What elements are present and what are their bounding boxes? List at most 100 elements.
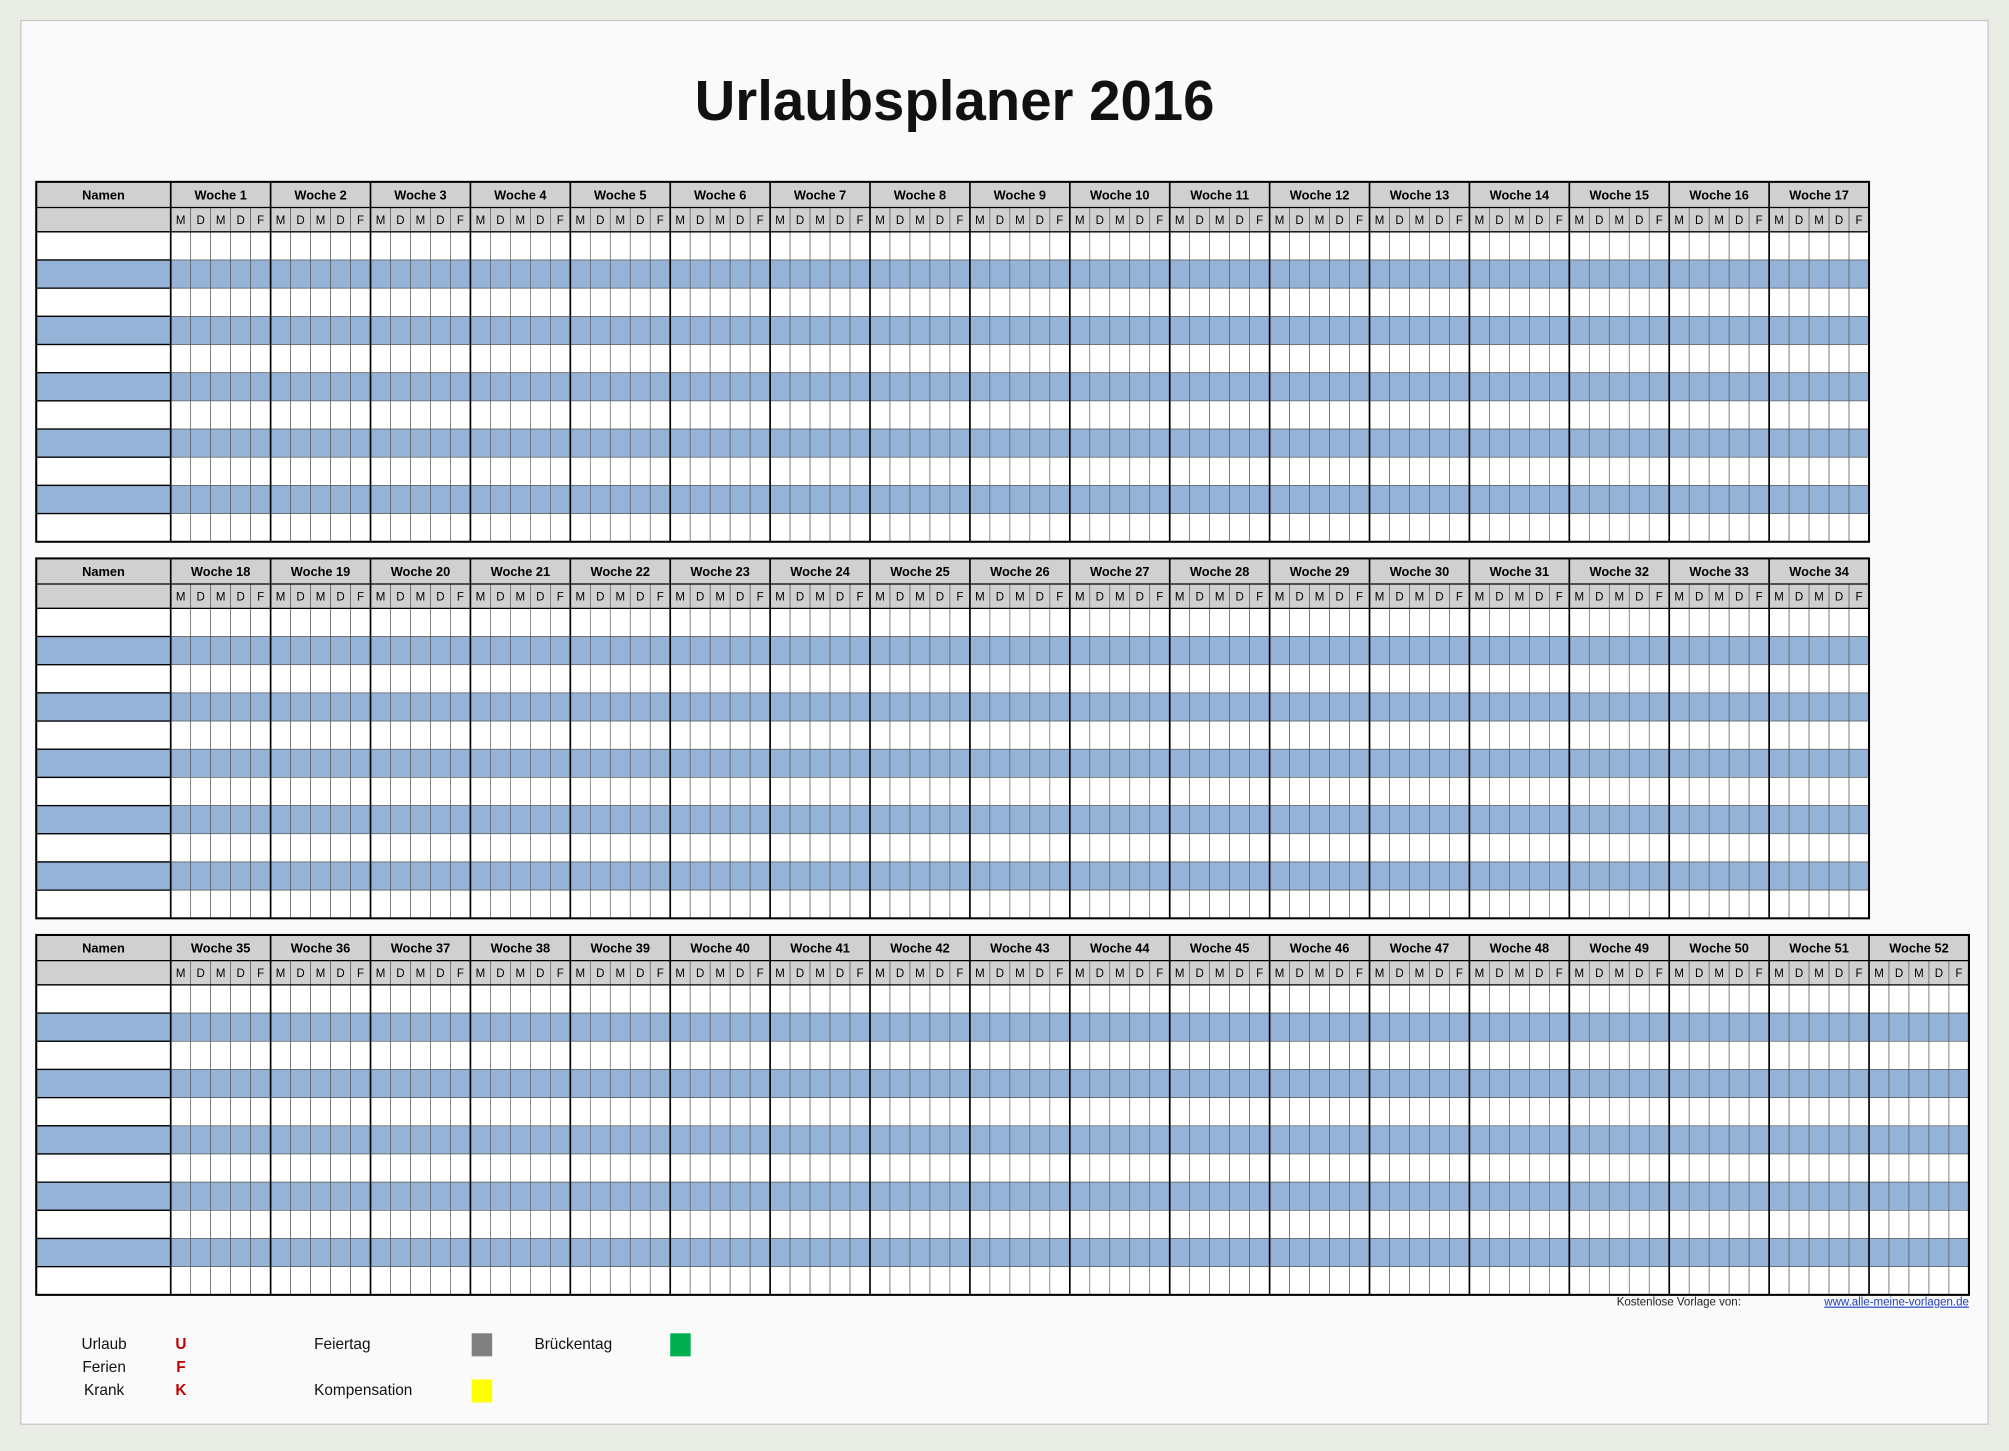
week-label: Woche 49 — [1590, 940, 1650, 955]
day-cell — [1249, 1153, 1270, 1183]
day-cell — [430, 1210, 451, 1239]
day-cell — [709, 513, 731, 543]
day-cell — [589, 748, 611, 778]
day-cell — [1029, 231, 1051, 261]
day-cell — [1449, 636, 1470, 666]
day-cell — [1169, 485, 1191, 514]
day-cell — [430, 833, 451, 863]
day-cell — [1648, 861, 1670, 891]
day-cell — [1309, 231, 1330, 261]
day-letter: F — [657, 968, 664, 980]
day-cell — [1269, 287, 1290, 317]
day-cell — [1109, 1238, 1131, 1268]
day-cell — [1069, 777, 1091, 806]
week-header-cell — [1369, 558, 1470, 585]
day-cell — [1828, 1210, 1850, 1239]
day-cell — [1269, 692, 1290, 722]
day-cell — [869, 777, 891, 806]
day-cell — [1489, 1069, 1510, 1098]
day-cell — [1169, 259, 1191, 289]
day-cell — [230, 805, 251, 835]
day-cell — [669, 1069, 691, 1098]
day-cell — [909, 1153, 931, 1183]
day-cell — [889, 692, 911, 722]
day-cell — [1588, 1266, 1610, 1296]
day-cell — [1349, 777, 1370, 806]
day-cell — [1529, 428, 1550, 458]
day-cell — [1549, 984, 1570, 1014]
day-letter: M — [176, 968, 186, 980]
day-letter: M — [1115, 215, 1125, 227]
day-letter: D — [1535, 968, 1543, 980]
day-cell — [1948, 1266, 1970, 1296]
day-cell — [1888, 1125, 1910, 1155]
day-cell — [1808, 344, 1830, 374]
day-cell — [550, 636, 571, 666]
day-cell — [1928, 1153, 1950, 1183]
day-cell — [1828, 316, 1850, 345]
day-cell — [809, 400, 831, 430]
day-cell — [669, 777, 691, 806]
day-cell — [470, 1040, 491, 1070]
day-cell — [829, 316, 851, 345]
day-cell — [1549, 287, 1570, 317]
legend-code: F — [176, 1359, 185, 1376]
day-cell — [989, 833, 1011, 863]
day-cell — [1089, 1040, 1111, 1070]
day-cell — [1189, 485, 1211, 514]
day-cell — [1009, 1266, 1031, 1296]
day-cell — [490, 1012, 511, 1042]
day-cell — [1409, 889, 1430, 919]
day-cell — [1788, 1181, 1810, 1211]
day-cell — [350, 1012, 371, 1042]
day-cell — [589, 456, 611, 486]
day-cell — [1129, 664, 1151, 694]
day-cell — [569, 1238, 591, 1268]
day-letter: F — [457, 215, 464, 227]
day-cell — [1369, 833, 1390, 863]
day-cell — [1229, 1125, 1250, 1155]
day-cell — [1648, 1097, 1670, 1127]
week-label: Woche 30 — [1390, 564, 1450, 579]
day-cell — [250, 485, 271, 514]
day-cell — [929, 1181, 951, 1211]
day-cell — [1369, 636, 1390, 666]
day-cell — [370, 1238, 391, 1268]
day-cell — [1848, 984, 1870, 1014]
day-cell — [1908, 1210, 1930, 1239]
day-cell — [1289, 984, 1310, 1014]
day-letter: D — [596, 592, 604, 604]
name-cell — [35, 804, 172, 835]
day-cell — [1169, 1125, 1191, 1155]
day-cell — [430, 889, 451, 919]
footer-link[interactable]: www.alle-meine-vorlagen.de — [1823, 1297, 1969, 1309]
day-cell — [1748, 1097, 1770, 1127]
day-cell — [1549, 1181, 1570, 1211]
day-cell — [290, 316, 311, 345]
day-cell — [869, 1210, 891, 1239]
day-cell — [290, 664, 311, 694]
day-cell — [609, 344, 631, 374]
day-cell — [170, 372, 192, 402]
day-cell — [1489, 287, 1510, 317]
day-cell — [649, 1181, 671, 1211]
day-cell — [1768, 861, 1790, 891]
day-cell — [1628, 608, 1650, 637]
week-label: Woche 17 — [1789, 187, 1849, 202]
day-cell — [310, 720, 331, 750]
day-cell — [589, 428, 611, 458]
day-cell — [909, 1097, 931, 1127]
day-cell — [769, 748, 791, 778]
day-letter: F — [657, 215, 664, 227]
week-header-cell — [1469, 558, 1570, 585]
day-cell — [1608, 513, 1630, 543]
day-cell — [490, 485, 511, 514]
day-cell — [1509, 608, 1530, 637]
day-cell — [1089, 1069, 1111, 1098]
day-cell — [989, 805, 1011, 835]
day-cell — [869, 316, 891, 345]
day-cell — [1129, 344, 1151, 374]
day-cell — [1049, 777, 1071, 806]
day-cell — [689, 513, 711, 543]
day-cell — [909, 1210, 931, 1239]
